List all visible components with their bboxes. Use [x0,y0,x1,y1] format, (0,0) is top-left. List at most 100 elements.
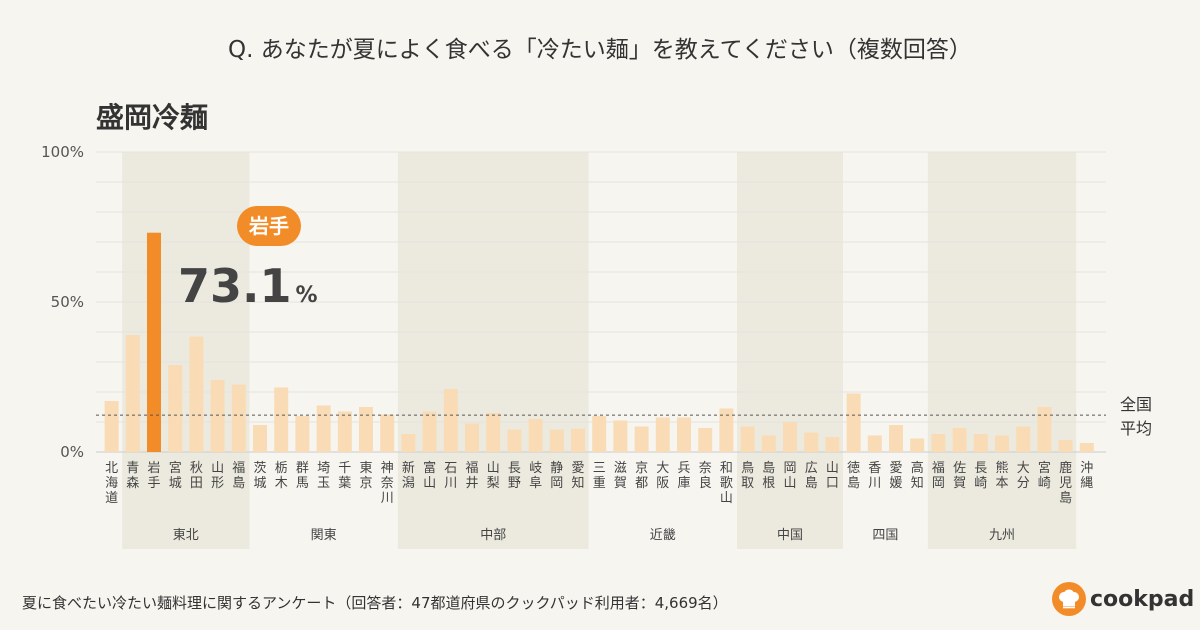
bar [486,413,501,452]
x-tick-label: 山 [423,476,436,491]
x-tick-label: 野 [508,476,521,491]
x-tick-label: 宮 [1038,460,1051,476]
x-tick-label: 知 [571,475,584,491]
highlight-badge-label: 岩手 [248,214,289,238]
x-tick-label: 新 [402,460,415,476]
region-band [122,152,250,549]
bar [634,426,649,452]
bar [125,335,140,452]
x-tick-label: 歌 [720,476,733,491]
bar [104,401,119,452]
bar-highlight [147,232,161,452]
x-tick-label: 川 [868,476,881,491]
x-tick-label: 高 [911,460,924,476]
x-tick-label: 城 [253,476,266,491]
x-tick-label: 大 [1017,461,1030,476]
x-tick-label: 阜 [529,475,542,491]
bar [761,435,776,452]
bar [465,423,479,452]
x-tick-label: 山 [826,461,839,476]
bar [655,417,670,452]
bar [507,429,522,452]
x-tick-label: 長 [974,461,987,476]
bar [889,425,903,452]
x-tick-label: 知 [911,475,924,491]
x-tick-label: 庫 [677,476,690,491]
bar [168,365,183,452]
x-tick-label: 岡 [932,476,945,491]
x-tick-label: 山 [211,461,224,476]
x-tick-label: 島 [1059,491,1072,506]
x-tick-label: 岡 [550,476,563,491]
bar [380,414,395,452]
x-tick-label: 佐 [953,461,966,476]
bar [973,434,988,452]
average-label-line1: 全国 [1120,395,1152,414]
x-tick-label: 葉 [338,476,351,491]
bar [422,411,437,452]
x-tick-label: 田 [190,476,203,491]
bar [1016,426,1031,452]
x-tick-label: 鳥 [741,461,754,476]
region-label: 東北 [173,527,199,543]
x-tick-label: 静 [550,461,563,476]
bar [698,428,713,452]
bar [804,432,819,452]
x-tick-label: 媛 [889,476,902,491]
x-tick-label: 賀 [953,476,966,491]
question-title: Q. あなたが夏によく食べる「冷たい麺」を教えてください（複数回答） [228,37,972,63]
highlight-value-unit: % [296,283,318,308]
x-tick-label: 山 [783,476,796,491]
x-tick-label: 井 [465,476,478,491]
x-tick-label: 山 [720,491,733,506]
region-label: 関東 [311,527,337,543]
x-tick-label: 徳 [847,461,860,476]
region-label: 中国 [777,528,803,543]
bar [719,408,734,452]
x-tick-label: 熊 [995,460,1008,476]
x-tick-label: 都 [635,476,648,491]
x-tick-label: 京 [635,461,648,476]
x-tick-label: 三 [593,461,606,476]
x-tick-label: 良 [699,475,712,491]
bar [189,336,204,452]
bar [231,384,246,452]
bar [592,416,607,452]
x-tick-label: 石 [444,461,457,476]
region-label: 中部 [480,528,506,543]
bar [528,419,543,452]
x-tick-label: 宮 [169,460,182,476]
x-tick-label: 本 [995,476,1008,491]
x-tick-label: 香 [868,461,881,476]
x-tick-label: 口 [826,476,839,491]
x-tick-label: 奈 [699,461,712,476]
x-tick-label: 崎 [1038,476,1051,491]
x-tick-label: 山 [487,461,500,476]
highlight-value: 73.1% [178,259,318,313]
x-tick-label: 崎 [974,476,987,491]
x-tick-label: 根 [762,476,775,491]
x-tick-label: 群 [296,461,309,476]
y-tick-label: 50% [51,293,84,311]
y-tick-label: 0% [60,443,84,461]
bar [783,422,797,452]
x-tick-label: 埼 [317,461,330,476]
x-tick-label: 縄 [1080,476,1093,491]
x-tick-label: 取 [741,476,754,491]
x-tick-label: 形 [211,476,224,491]
region-label: 九州 [989,528,1015,543]
bar [401,434,416,452]
x-tick-label: 大 [656,461,669,476]
bar [931,434,946,452]
x-tick-label: 玉 [317,476,330,491]
x-tick-label: 滋 [614,461,627,476]
bar [677,417,691,452]
bar [910,438,925,452]
x-tick-label: 沖 [1080,461,1093,476]
x-tick-label: 道 [105,491,118,506]
x-tick-label: 島 [232,476,245,491]
bar [1079,443,1094,452]
bar [210,380,225,452]
x-tick-label: 岩 [147,461,160,476]
x-tick-label: 岐 [529,461,542,476]
